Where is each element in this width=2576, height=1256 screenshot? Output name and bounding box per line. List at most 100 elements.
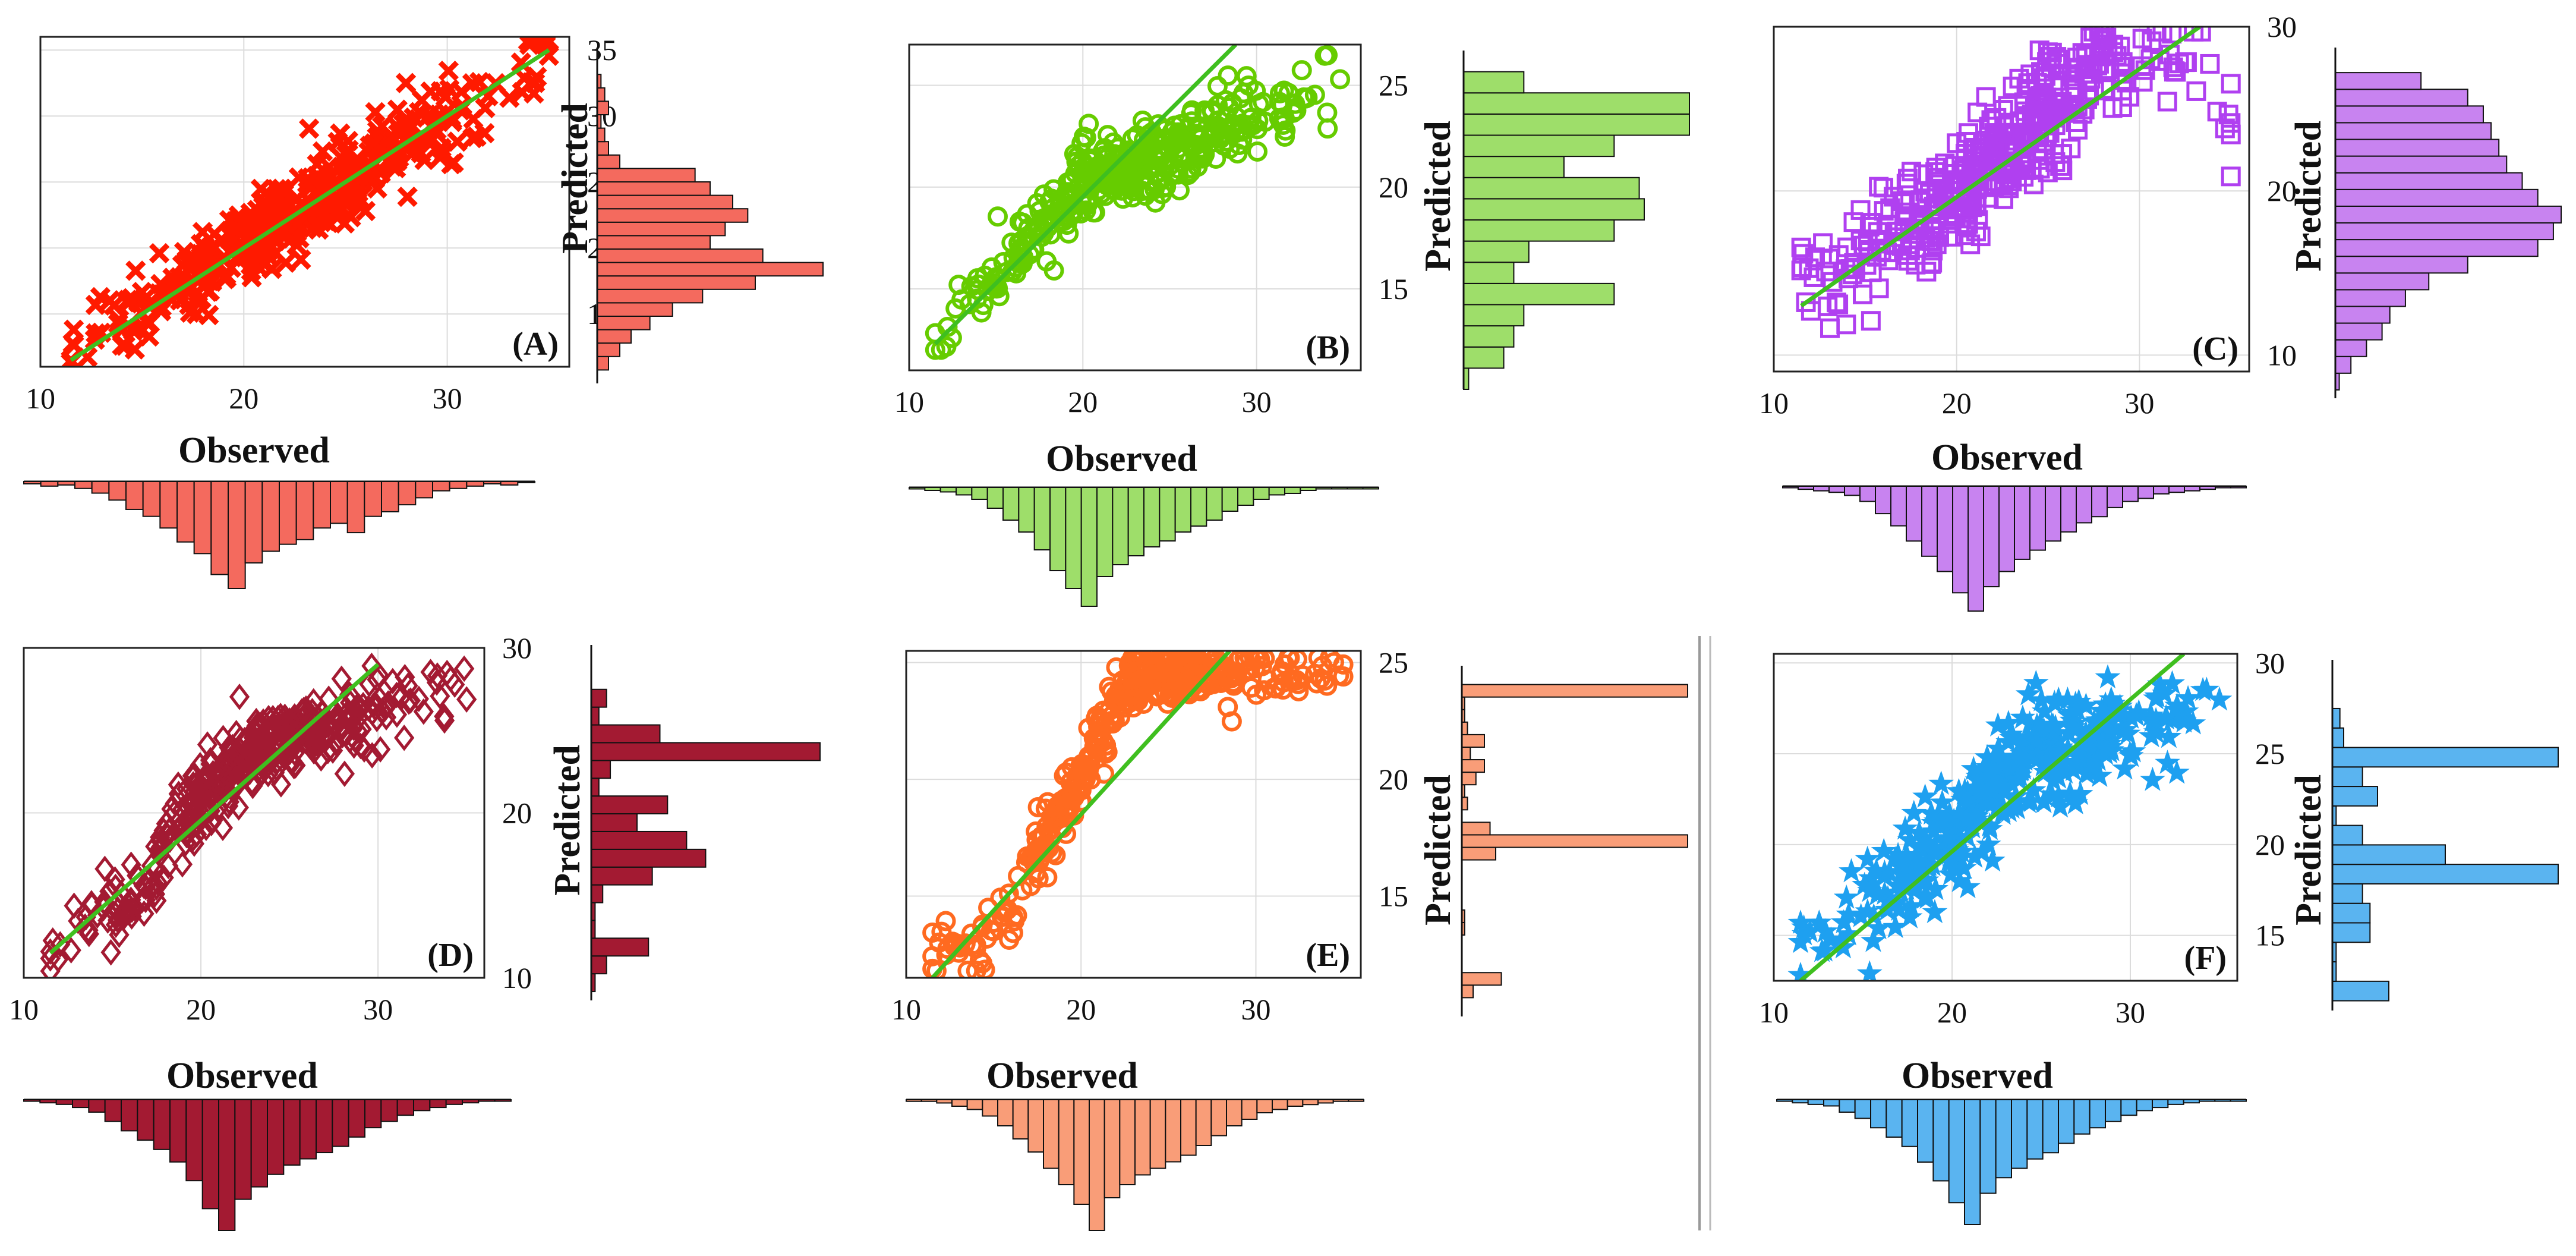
- obs-hist-bar: [1968, 486, 1984, 612]
- obs-hist-bar: [1921, 486, 1938, 557]
- obs-hist-bar: [244, 481, 263, 564]
- obs-hist-bar: [906, 1099, 922, 1102]
- data-point: [2112, 755, 2137, 780]
- data-point: [1987, 108, 2007, 128]
- y-axis-label: Predicted: [2288, 775, 2329, 926]
- pred-hist-bar: [2335, 122, 2492, 140]
- pred-hist-bar: [597, 302, 673, 317]
- data-point: [339, 689, 361, 716]
- pred-hist-bar: [2335, 355, 2352, 374]
- obs-hist-bar: [40, 481, 59, 487]
- obs-hist-bar: [23, 481, 42, 484]
- data-point: [510, 52, 532, 73]
- data-point: [1192, 141, 1213, 162]
- obs-hist-bar: [2060, 486, 2077, 533]
- data-point: [966, 961, 986, 978]
- obs-hist-bar: [1331, 487, 1348, 490]
- pred-hist-bar: [597, 248, 764, 263]
- data-point: [1901, 799, 1927, 824]
- obs-hist-bar: [971, 487, 988, 500]
- data-point: [63, 319, 84, 340]
- data-point: [1828, 294, 1849, 314]
- data-point: [1995, 710, 2022, 735]
- data-point: [327, 199, 349, 221]
- data-point: [1152, 184, 1172, 204]
- pred-hist-bar: [2335, 188, 2539, 207]
- obs-hist-bar: [1362, 487, 1380, 490]
- obs-hist-bar: [2120, 1099, 2137, 1116]
- data-point: [2066, 688, 2092, 713]
- scatter-series: [1787, 664, 2233, 981]
- data-point: [1900, 241, 1920, 261]
- obs-hist-bar: [1256, 1099, 1273, 1113]
- data-point: [454, 655, 475, 682]
- y-tick-label: 15: [2255, 919, 2285, 952]
- obs-hist-bar: [2168, 486, 2185, 493]
- data-point: [1922, 899, 1948, 924]
- pred-hist-bar: [597, 181, 711, 196]
- pred-hist-bar: [2332, 980, 2389, 1002]
- pred-hist-bar: [597, 87, 606, 102]
- obs-hist-bar: [1875, 486, 1891, 515]
- panel-label: (C): [2192, 330, 2238, 367]
- obs-hist-bar: [23, 1099, 41, 1102]
- data-point: [135, 874, 156, 901]
- data-point: [1272, 661, 1292, 682]
- data-point: [100, 939, 121, 966]
- data-point: [2100, 690, 2126, 715]
- data-point: [224, 745, 245, 772]
- pred-hist-bar: [597, 127, 606, 143]
- data-point: [1912, 783, 1938, 808]
- data-point: [1923, 876, 1948, 901]
- data-point: [2081, 708, 2107, 733]
- data-point: [1071, 791, 1092, 811]
- data-point: [1916, 262, 1937, 282]
- y-tick-label: 20: [1379, 763, 1408, 796]
- data-point: [211, 231, 232, 252]
- obs-hist-bar: [445, 1099, 464, 1105]
- data-point: [1314, 45, 1335, 66]
- pred-hist-bar: [2332, 902, 2371, 924]
- obs-hist-bar: [1886, 1099, 1903, 1138]
- data-point: [2221, 74, 2241, 94]
- obs-hist-bar: [951, 1099, 968, 1107]
- x-axis-label: Observed: [178, 430, 330, 471]
- data-point: [258, 704, 279, 732]
- obs-hist-bar: [924, 487, 941, 491]
- data-point: [1169, 662, 1190, 682]
- data-point: [1897, 245, 1918, 265]
- pred-hist-bar: [2335, 72, 2422, 90]
- data-point: [1921, 818, 1947, 843]
- data-point: [111, 880, 132, 908]
- obs-hist-bar: [2105, 1099, 2122, 1122]
- obs-hist-bar: [1195, 1099, 1212, 1146]
- pred-hist-bar: [2335, 239, 2539, 257]
- data-point: [2028, 687, 2054, 712]
- obs-hist-bar: [1080, 487, 1098, 607]
- panel-c: 10 20 30 10 20 30 (C) Observed Predicted: [1759, 10, 2562, 612]
- data-point: [278, 712, 298, 739]
- data-point: [945, 298, 966, 319]
- data-point: [2108, 701, 2134, 726]
- obs-hist-bar: [494, 1099, 512, 1102]
- obs-hist-bar: [2042, 1099, 2060, 1154]
- x-tick-label: 30: [2115, 996, 2145, 1029]
- data-point: [1101, 681, 1122, 702]
- data-point: [1869, 177, 1889, 197]
- obs-hist-bar: [415, 481, 433, 499]
- data-point: [1862, 213, 1883, 233]
- data-point: [134, 900, 155, 927]
- pred-hist-bar: [591, 866, 653, 886]
- x-axis-label: Observed: [1046, 439, 1197, 479]
- pred-hist-bar: [1461, 984, 1474, 999]
- obs-hist-bar: [142, 481, 161, 517]
- data-point: [1220, 667, 1241, 688]
- data-point: [2076, 46, 2096, 67]
- data-point: [1132, 181, 1153, 202]
- data-point: [286, 190, 307, 210]
- data-point: [1993, 189, 2013, 209]
- pred-hist-bar: [597, 221, 726, 237]
- data-point: [253, 722, 274, 750]
- data-point: [1143, 651, 1164, 668]
- y-axis-label: Predicted: [555, 103, 595, 254]
